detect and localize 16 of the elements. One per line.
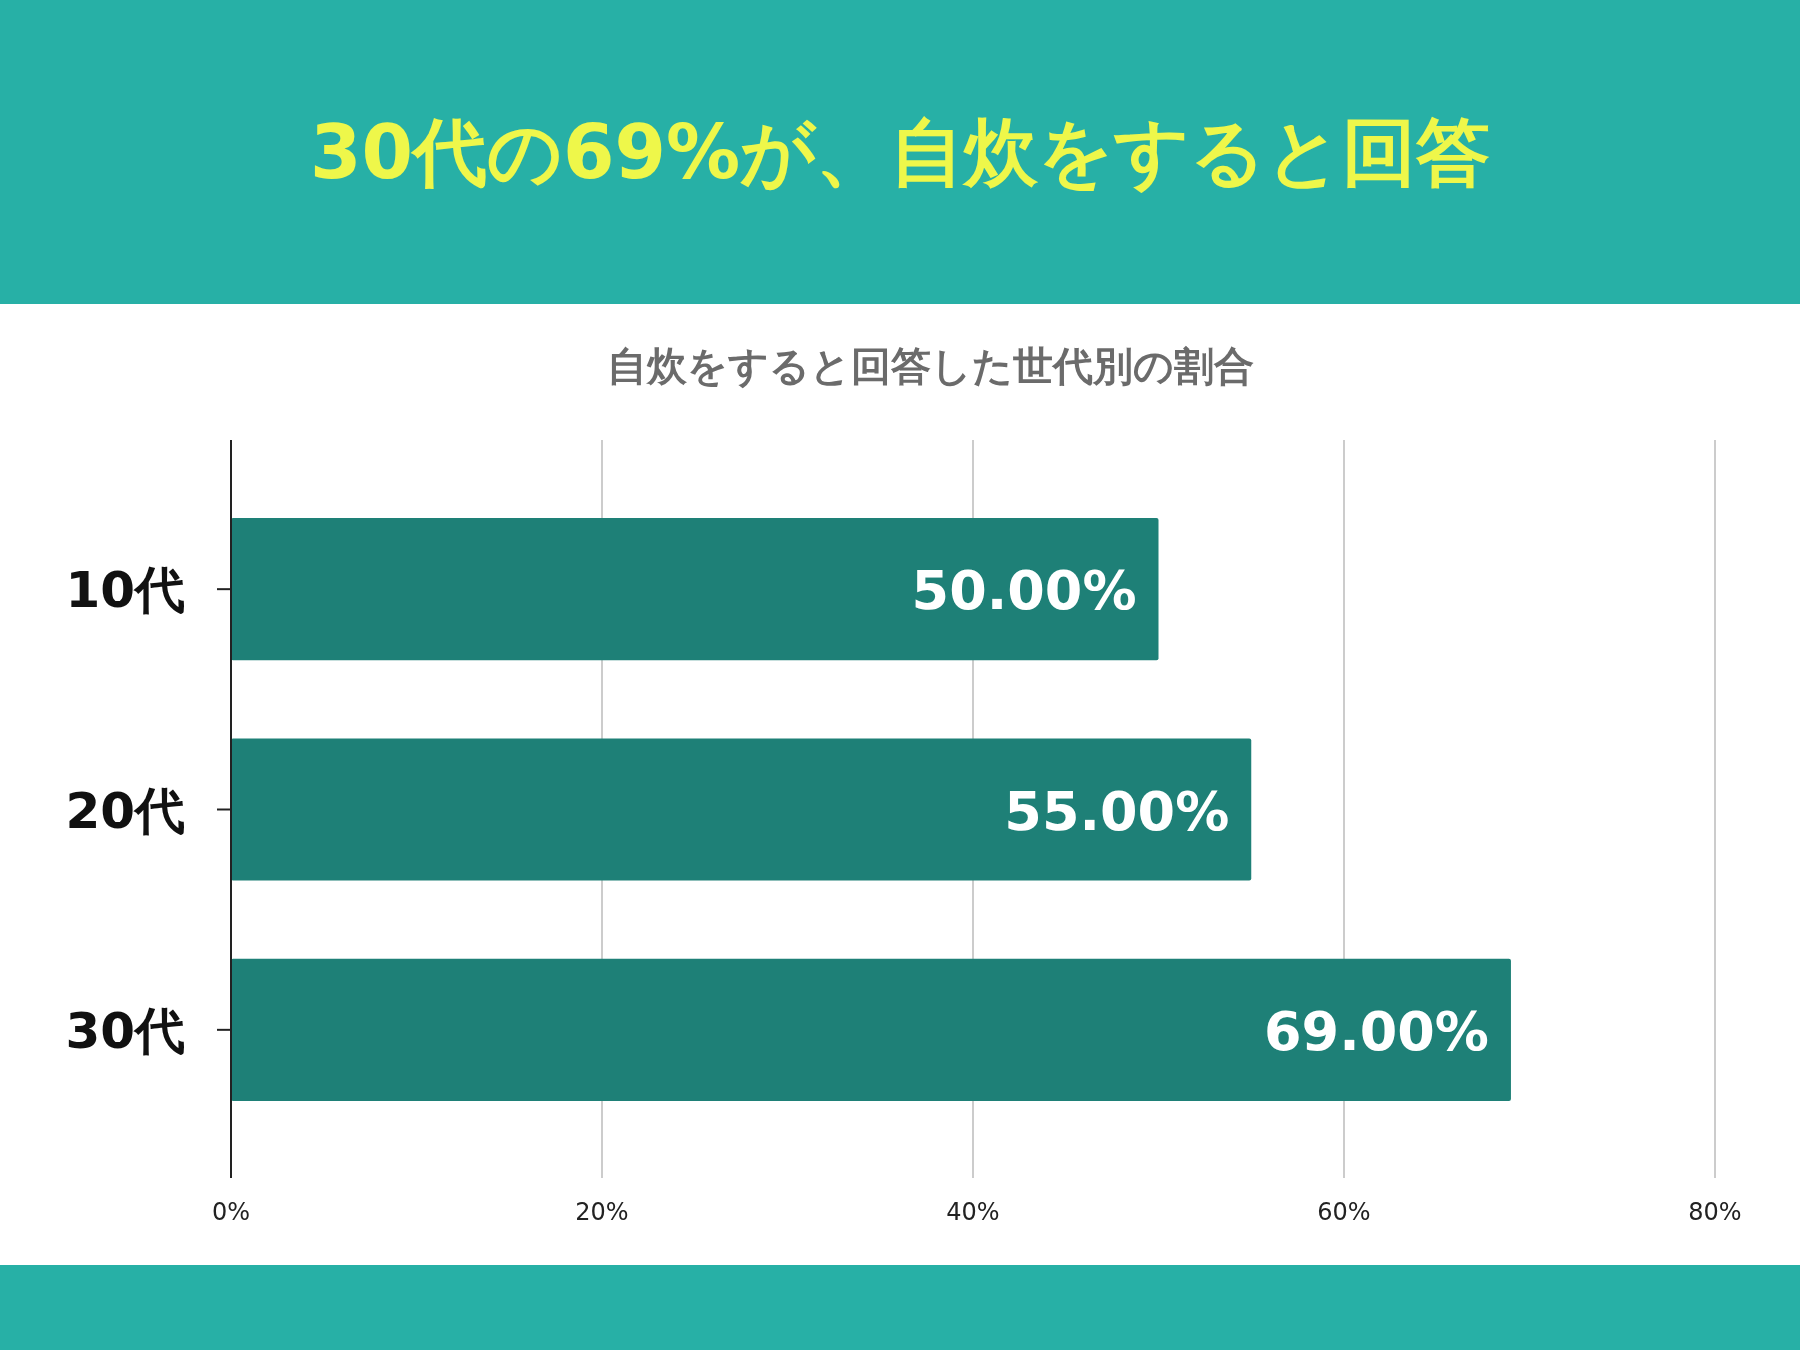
- x-tick-label: 40%: [946, 1198, 1000, 1226]
- data-label: 50.00%: [911, 559, 1137, 623]
- y-tick-label: 10代: [65, 561, 185, 620]
- x-tick-label: 0%: [211, 1198, 251, 1226]
- bar: [231, 738, 1252, 881]
- x-tick-label: 80%: [1688, 1198, 1742, 1226]
- x-tick-label: 60%: [1317, 1198, 1371, 1226]
- chart-title: 30代の69%が、自炊をすると回答: [309, 109, 1491, 195]
- chart-subtitle: 自炊をすると回答した世代別の割合: [606, 343, 1254, 389]
- data-label: 55.00%: [1004, 779, 1230, 843]
- data-label: 69.00%: [1264, 999, 1489, 1063]
- y-tick-label: 20代: [65, 781, 185, 840]
- bar: [231, 518, 1159, 661]
- x-tick-label: 20%: [575, 1198, 629, 1226]
- y-tick-label: 30代: [65, 1001, 185, 1060]
- bar: [231, 958, 1511, 1101]
